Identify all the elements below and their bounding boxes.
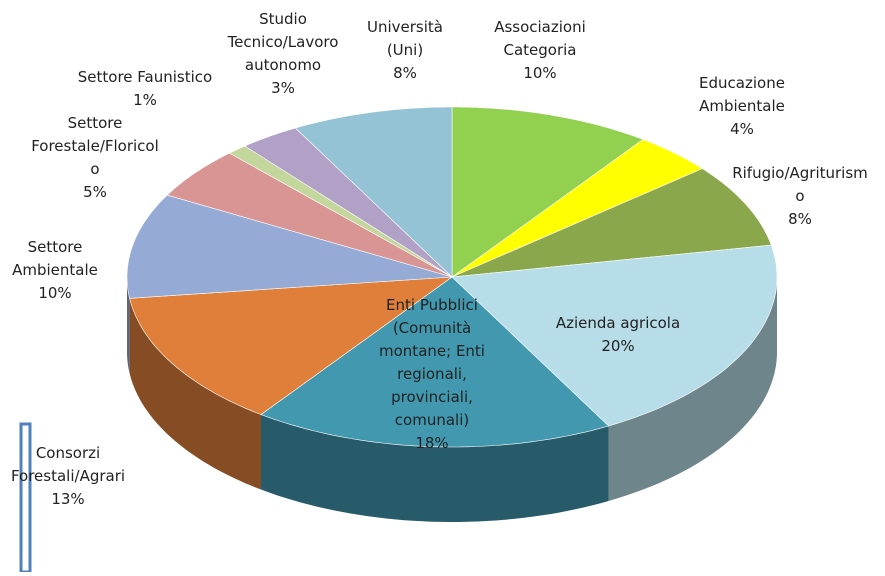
label-line: Educazione: [699, 74, 785, 92]
label-line: Settore Faunistico: [78, 68, 212, 86]
value-label: 10%: [523, 64, 556, 82]
value-label: 8%: [788, 210, 812, 228]
label-line: regionali,: [397, 365, 467, 383]
slice-label: Azienda agricola: [556, 314, 680, 332]
slice-side: [127, 277, 130, 374]
slice-label: Enti Pubblici (Comunità montane; Enti regio…: [379, 296, 485, 429]
label-line: Studio: [259, 10, 307, 28]
label-line: o: [795, 187, 804, 205]
label-line: Enti Pubblici: [386, 296, 478, 314]
label-line: Rifugio/Agriturism: [732, 164, 868, 182]
slice: [451, 106, 644, 278]
label-line: Tecnico/Lavoro: [227, 33, 339, 51]
label-line: Azienda agricola: [556, 314, 680, 332]
slice-label: Settore Ambientale: [12, 238, 98, 279]
value-label: 4%: [730, 120, 754, 138]
value-label: 13%: [51, 490, 84, 508]
label-line: o: [90, 160, 99, 178]
pie-tops: [126, 106, 778, 448]
label-line: provinciali,: [391, 388, 473, 406]
slice-label: Consorzi Forestali/Agrari: [11, 444, 125, 485]
slice-label: Associazioni Categoria: [494, 18, 586, 59]
label-line: Settore: [68, 114, 123, 132]
slice: [244, 127, 453, 278]
label-line: (Uni): [387, 41, 423, 59]
label-line: Università: [367, 18, 443, 36]
slice: [166, 152, 453, 278]
slice: [451, 244, 778, 427]
label-line: Settore: [28, 238, 83, 256]
label-line: montane; Enti: [379, 342, 485, 360]
slice-label: Rifugio/Agriturism o: [732, 164, 868, 205]
label-line: Categoria: [503, 41, 576, 59]
slice: [126, 194, 453, 299]
frame-edge: [19, 422, 32, 574]
slice-label: Università (Uni): [367, 18, 443, 59]
slice-side: [129, 298, 261, 490]
label-line: Forestale/Floricol: [31, 137, 159, 155]
slice: [260, 276, 610, 448]
value-label: 3%: [271, 79, 295, 97]
slice-side: [608, 277, 777, 501]
slice: [451, 139, 704, 278]
slice-label: Settore Faunistico: [78, 68, 212, 86]
label-line: Forestali/Agrari: [11, 467, 125, 485]
label-line: autonomo: [245, 56, 321, 74]
slice: [451, 168, 772, 278]
label-line: Ambientale: [12, 261, 98, 279]
slice: [228, 145, 453, 278]
pie-sides: [127, 277, 777, 522]
value-label: 1%: [133, 91, 157, 109]
label-line: comunali): [395, 411, 469, 429]
label-line: Ambientale: [699, 97, 785, 115]
slice-label: Educazione Ambientale: [699, 74, 785, 115]
slice-label: Settore Forestale/Floricol o: [31, 114, 159, 178]
label-line: (Comunità: [393, 319, 471, 337]
slice: [129, 276, 454, 415]
labels: Associazioni Categoria 10% Educazione Ambien…: [11, 10, 868, 508]
label-line: Associazioni: [494, 18, 586, 36]
value-label: 20%: [601, 337, 634, 355]
value-label: 18%: [415, 434, 448, 452]
value-label: 5%: [83, 183, 107, 201]
slice-side: [261, 414, 609, 522]
value-label: 10%: [38, 284, 71, 302]
label-line: Consorzi: [36, 444, 100, 462]
value-label: 8%: [393, 64, 417, 82]
slice-label: Studio Tecnico/Lavoro autonomo: [227, 10, 339, 74]
slice: [294, 106, 453, 278]
